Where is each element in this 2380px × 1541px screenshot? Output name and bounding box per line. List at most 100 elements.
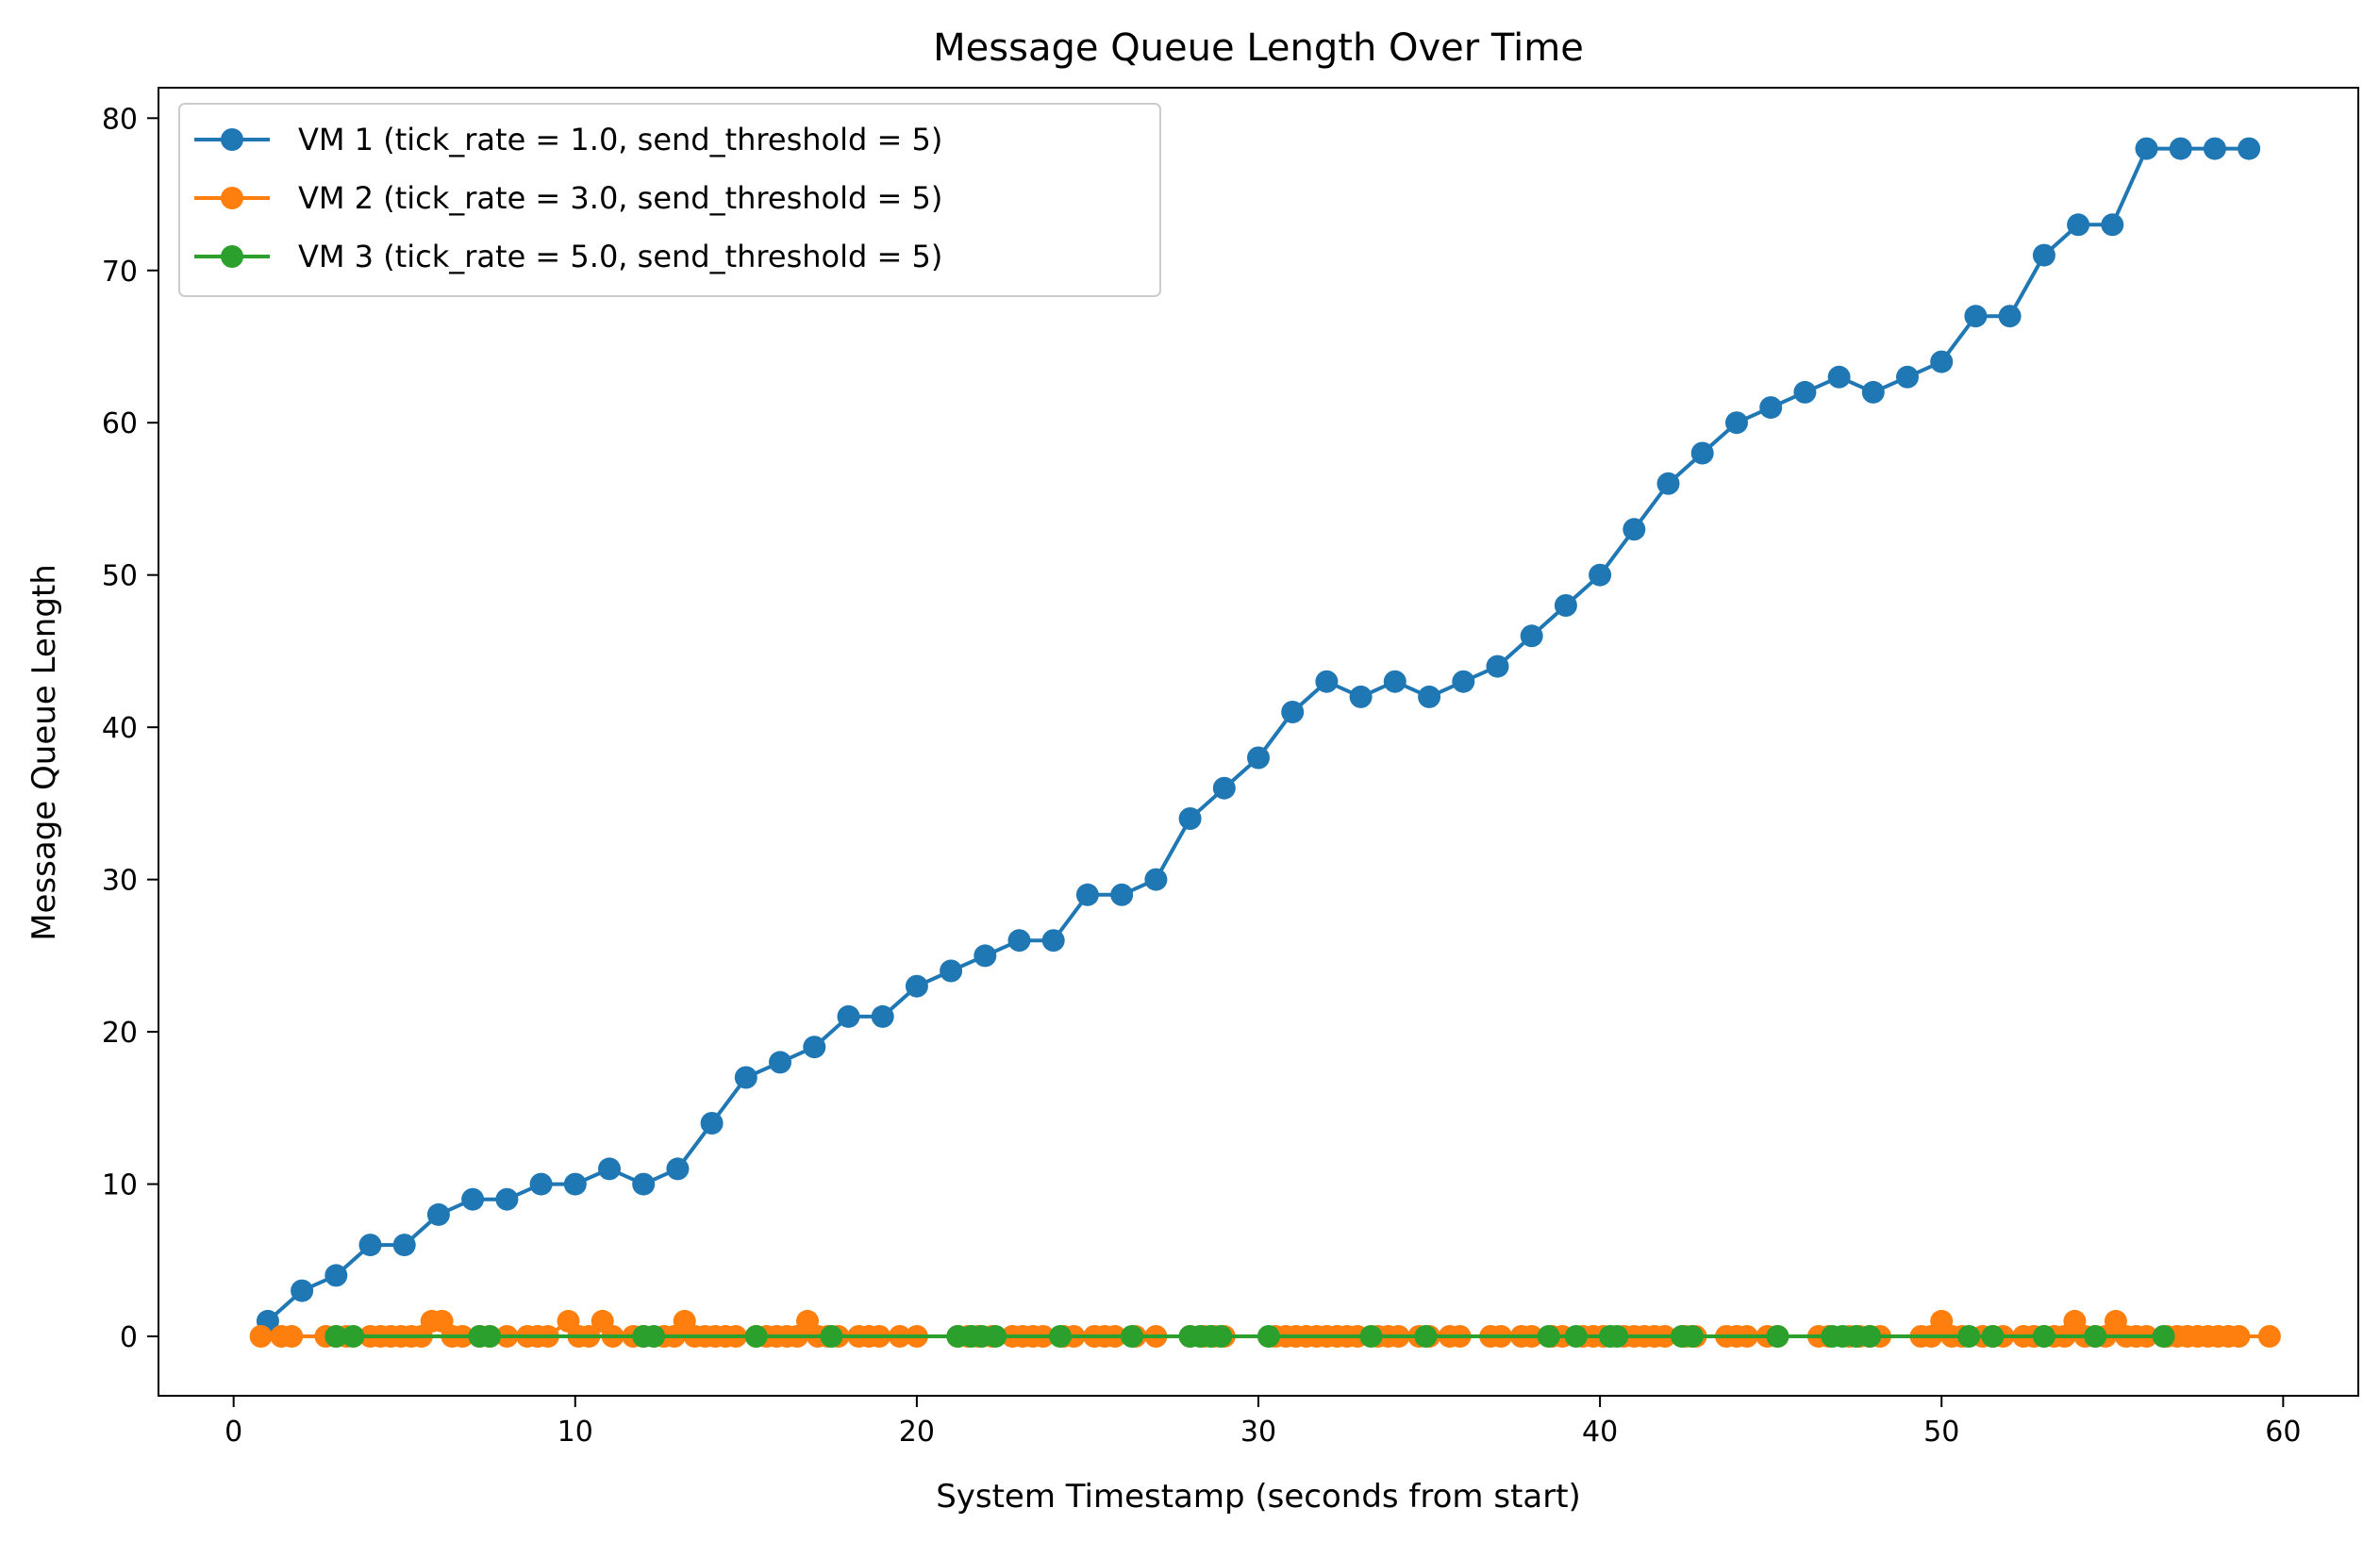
y-tick-label: 70: [102, 256, 138, 289]
data-point: [1537, 1325, 1560, 1348]
data-point: [325, 1325, 348, 1348]
data-point: [1981, 1325, 2005, 1348]
legend-item: VM 1 (tick_rate = 1.0, send_threshold = …: [194, 122, 942, 157]
data-point: [2169, 137, 2192, 160]
data-point: [2227, 1325, 2251, 1348]
data-point: [249, 1325, 273, 1348]
series-layer: [249, 137, 2281, 1348]
data-point: [837, 1004, 860, 1028]
data-point: [1359, 1325, 1383, 1348]
data-point: [1383, 670, 1406, 693]
data-point: [1247, 746, 1270, 770]
data-point: [1452, 670, 1475, 693]
legend-item: VM 3 (tick_rate = 5.0, send_threshold = …: [194, 239, 942, 274]
data-point: [1520, 624, 1543, 648]
x-axis: 0 10 20 30 40 50 60: [225, 1396, 2301, 1449]
data-point: [1957, 1325, 1981, 1348]
legend-box: [178, 103, 1161, 297]
data-point: [2257, 1325, 2281, 1348]
data-point: [1766, 1325, 1789, 1348]
data-point: [1075, 883, 1099, 906]
data-point: [1049, 1325, 1072, 1348]
data-point: [2152, 1325, 2175, 1348]
data-point: [1606, 1325, 1629, 1348]
data-point: [769, 1051, 791, 1074]
data-point: [1144, 868, 1168, 891]
data-point: [1110, 883, 1134, 906]
data-point: [2238, 137, 2261, 160]
data-point: [1418, 685, 1441, 708]
data-point: [341, 1325, 365, 1348]
y-tick-label: 30: [102, 865, 138, 898]
data-point: [1349, 685, 1373, 708]
data-point: [1896, 365, 1919, 389]
data-point: [905, 974, 928, 998]
plot-area: [158, 87, 2359, 1397]
data-point: [1041, 929, 1065, 953]
data-point: [1564, 1325, 1588, 1348]
data-point: [1554, 594, 1577, 617]
data-point: [478, 1325, 502, 1348]
data-point: [2032, 243, 2055, 267]
data-point: [1964, 305, 1988, 328]
data-point: [700, 1112, 724, 1135]
data-point: [1589, 563, 1612, 587]
y-tick-label: 60: [102, 407, 138, 440]
x-tick-label: 0: [225, 1416, 242, 1449]
x-tick-label: 20: [899, 1416, 935, 1449]
data-point: [734, 1066, 757, 1089]
data-point: [2067, 213, 2090, 237]
data-point: [1725, 411, 1748, 435]
data-point: [1257, 1325, 1280, 1348]
legend-item: VM 2 (tick_rate = 3.0, send_threshold = …: [194, 180, 942, 216]
data-point: [940, 959, 963, 983]
x-tick-label: 40: [1582, 1416, 1618, 1449]
data-point: [291, 1279, 314, 1302]
data-point: [325, 1264, 348, 1287]
data-point: [426, 1202, 450, 1226]
data-point: [598, 1157, 621, 1181]
y-tick-label: 0: [120, 1321, 138, 1354]
data-point: [2135, 137, 2158, 160]
y-axis-label: Message Queue Length: [25, 564, 63, 941]
x-tick-label: 50: [1923, 1416, 1959, 1449]
y-axis: 0 10 20 30 40 50 60 70 80: [102, 103, 158, 1354]
data-point: [1827, 365, 1851, 389]
data-point: [666, 1157, 690, 1181]
data-point: [1861, 380, 1885, 404]
legend-label: VM 3 (tick_rate = 5.0, send_threshold = …: [298, 239, 942, 274]
data-point: [2203, 137, 2226, 160]
data-point: [1858, 1325, 1882, 1348]
legend-marker: [221, 187, 243, 209]
data-point: [2032, 1325, 2055, 1348]
data-point: [1121, 1325, 1143, 1348]
data-point: [871, 1004, 894, 1028]
x-tick-label: 10: [558, 1416, 593, 1449]
data-point: [974, 944, 997, 968]
data-point: [2084, 1325, 2107, 1348]
data-point: [1007, 929, 1031, 953]
data-point: [1486, 655, 1509, 678]
data-point: [642, 1325, 666, 1348]
data-point: [1793, 380, 1817, 404]
data-point: [1759, 396, 1783, 420]
series-1: [256, 137, 2261, 1333]
data-point: [1212, 776, 1236, 800]
x-tick-label: 60: [2265, 1416, 2301, 1449]
legend-label: VM 1 (tick_rate = 1.0, send_threshold = …: [298, 122, 942, 157]
data-point: [803, 1036, 826, 1059]
data-point: [744, 1325, 768, 1348]
data-point: [1690, 441, 1714, 465]
legend-marker: [221, 128, 243, 151]
data-point: [280, 1325, 304, 1348]
data-point: [820, 1325, 843, 1348]
data-point: [1680, 1325, 1704, 1348]
x-tick-label: 30: [1240, 1416, 1276, 1449]
data-point: [1998, 305, 2022, 328]
data-point: [358, 1234, 382, 1257]
chart-title: Message Queue Length Over Time: [933, 26, 1584, 70]
legend: VM 1 (tick_rate = 1.0, send_threshold = …: [178, 103, 1161, 297]
data-point: [1281, 701, 1305, 723]
data-point: [1623, 518, 1646, 541]
